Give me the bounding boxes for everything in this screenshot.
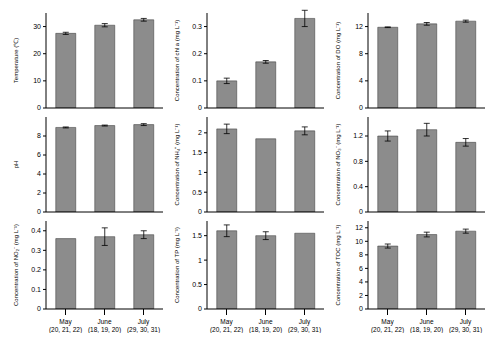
svg-text:2: 2 — [198, 129, 202, 136]
svg-text:0.5: 0.5 — [192, 189, 202, 196]
svg-text:10: 10 — [33, 77, 41, 84]
svg-text:0: 0 — [198, 208, 202, 215]
svg-text:0.4: 0.4 — [31, 227, 41, 234]
svg-text:0.1: 0.1 — [31, 286, 41, 293]
svg-text:0: 0 — [359, 104, 363, 111]
svg-text:0.5: 0.5 — [192, 281, 202, 288]
svg-text:6: 6 — [359, 265, 363, 272]
svg-text:1.2: 1.2 — [353, 132, 363, 139]
svg-text:May(20, 21, 22): May(20, 21, 22) — [49, 318, 82, 333]
svg-text:0.2: 0.2 — [192, 50, 202, 57]
svg-text:May(20, 21, 22): May(20, 21, 22) — [371, 318, 404, 333]
svg-text:May(20, 21, 22): May(20, 21, 22) — [210, 318, 243, 333]
svg-text:0: 0 — [359, 305, 363, 312]
svg-text:Concentration of TP (mg L⁻¹): Concentration of TP (mg L⁻¹) — [174, 227, 180, 303]
svg-text:0: 0 — [198, 104, 202, 111]
svg-text:Concentration of NO₃⁻ (mg L⁻¹): Concentration of NO₃⁻ (mg L⁻¹) — [335, 123, 341, 205]
svg-text:2: 2 — [37, 189, 41, 196]
svg-text:June(18, 19, 20): June(18, 19, 20) — [88, 318, 121, 333]
svg-text:Concentration of NH₄⁺ (mg L⁻¹): Concentration of NH₄⁺ (mg L⁻¹) — [174, 124, 180, 206]
svg-text:0.1: 0.1 — [192, 77, 202, 84]
svg-text:Concentration of NO₂⁻ (mg L⁻¹): Concentration of NO₂⁻ (mg L⁻¹) — [13, 224, 19, 306]
svg-text:Concentration of chl a (mg L⁻¹: Concentration of chl a (mg L⁻¹) — [174, 20, 180, 101]
svg-text:Concentration of DO (mg L⁻¹): Concentration of DO (mg L⁻¹) — [335, 22, 341, 100]
svg-text:4: 4 — [37, 170, 41, 177]
svg-text:8: 8 — [359, 251, 363, 258]
svg-text:0: 0 — [198, 305, 202, 312]
svg-text:6: 6 — [37, 151, 41, 158]
svg-text:July(29, 30, 31): July(29, 30, 31) — [127, 318, 160, 333]
svg-text:0.2: 0.2 — [31, 266, 41, 273]
svg-text:1: 1 — [198, 257, 202, 264]
svg-text:0: 0 — [37, 104, 41, 111]
svg-text:1: 1 — [198, 169, 202, 176]
svg-text:0.4: 0.4 — [353, 183, 363, 190]
svg-text:8: 8 — [359, 50, 363, 57]
svg-text:20: 20 — [33, 50, 41, 57]
svg-text:4: 4 — [359, 77, 363, 84]
svg-text:June(18, 19, 20): June(18, 19, 20) — [249, 318, 282, 333]
svg-text:0: 0 — [37, 305, 41, 312]
svg-text:Temperature (℃): Temperature (℃) — [13, 38, 19, 83]
svg-text:June(18, 19, 20): June(18, 19, 20) — [410, 318, 443, 333]
svg-text:0.3: 0.3 — [31, 247, 41, 254]
svg-text:4: 4 — [359, 278, 363, 285]
svg-text:Concentration of TOC (mg L⁻¹): Concentration of TOC (mg L⁻¹) — [335, 224, 341, 305]
svg-text:0: 0 — [359, 208, 363, 215]
svg-text:1.5: 1.5 — [192, 232, 202, 239]
svg-text:30: 30 — [33, 23, 41, 30]
svg-text:July(29, 30, 31): July(29, 30, 31) — [288, 318, 321, 333]
svg-text:8: 8 — [37, 132, 41, 139]
svg-text:1.5: 1.5 — [192, 149, 202, 156]
svg-text:0.3: 0.3 — [192, 23, 202, 30]
svg-text:10: 10 — [355, 238, 363, 245]
svg-text:0.8: 0.8 — [353, 158, 363, 165]
svg-text:pH: pH — [13, 161, 19, 169]
svg-text:12: 12 — [355, 23, 363, 30]
svg-text:2: 2 — [359, 292, 363, 299]
svg-text:0: 0 — [37, 208, 41, 215]
svg-text:July(29, 30, 31): July(29, 30, 31) — [449, 318, 482, 333]
svg-text:12: 12 — [355, 224, 363, 231]
